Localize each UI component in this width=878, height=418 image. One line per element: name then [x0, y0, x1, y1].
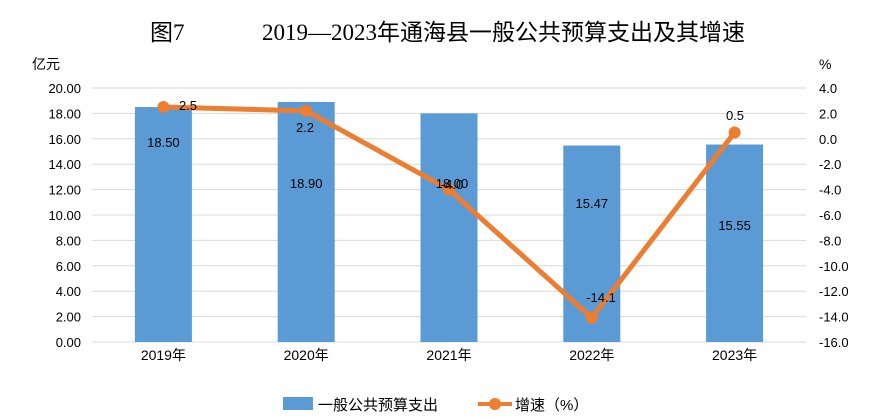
line-marker	[728, 126, 741, 139]
left-axis-tick-label: 12.00	[48, 183, 81, 198]
legend-bar-label: 一般公共预算支出	[318, 397, 439, 414]
left-axis-tick-label: 8.00	[56, 233, 81, 248]
left-axis-unit-label: 亿元	[32, 56, 60, 72]
bar-data-label: 18.50	[147, 135, 180, 150]
x-axis-category-label: 2020年	[284, 347, 329, 363]
bar-data-label: 18.00	[436, 176, 469, 191]
right-axis-tick-label: -4.0	[819, 183, 841, 198]
line-marker	[585, 311, 598, 324]
bar-data-label: 15.55	[718, 218, 751, 233]
right-axis-tick-label: -2.0	[819, 157, 841, 172]
bar-2022年	[563, 145, 621, 342]
bar-data-label: 18.90	[290, 176, 323, 191]
line-data-label: 0.5	[726, 108, 744, 123]
bar-2019年	[134, 107, 192, 342]
bar-2020年	[277, 101, 335, 342]
left-axis-tick-label: 14.00	[48, 157, 81, 172]
legend-bar-swatch	[283, 397, 313, 410]
right-axis-tick-label: -6.0	[819, 208, 841, 223]
right-axis-tick-label: -14.0	[819, 310, 849, 325]
bar-2023年	[706, 144, 764, 342]
line-marker	[157, 101, 170, 114]
right-axis-tick-label: 4.0	[819, 81, 837, 96]
right-axis-tick-label: -12.0	[819, 284, 849, 299]
x-axis-category-label: 2023年	[712, 347, 757, 363]
right-axis-unit-label: %	[819, 56, 832, 72]
left-axis-tick-label: 10.00	[48, 208, 81, 223]
legend-line-marker-icon	[489, 398, 501, 410]
line-data-label: 2.2	[296, 120, 314, 135]
x-axis-category-label: 2021年	[426, 347, 471, 363]
right-axis-tick-label: 2.0	[819, 106, 837, 121]
left-axis-tick-label: 0.00	[56, 335, 81, 350]
x-axis-category-label: 2019年	[141, 347, 186, 363]
left-axis-tick-label: 18.00	[48, 106, 81, 121]
line-data-label: 2.5	[179, 98, 197, 113]
chart-title: 2019—2023年通海县一般公共预算支出及其增速	[262, 20, 745, 45]
bar-data-label: 15.47	[576, 196, 609, 211]
line-data-label: -14.1	[586, 290, 616, 305]
line-data-label: -4.0	[441, 177, 463, 192]
left-axis-tick-label: 2.00	[56, 310, 81, 325]
line-marker	[443, 183, 455, 196]
left-axis-tick-label: 20.00	[48, 81, 81, 96]
right-axis-tick-label: -16.0	[819, 335, 849, 350]
left-axis-tick-label: 4.00	[56, 284, 81, 299]
line-marker	[300, 104, 313, 117]
right-axis-tick-label: 0.0	[819, 132, 837, 147]
bar-2021年	[420, 113, 478, 343]
right-axis-tick-label: -10.0	[819, 259, 849, 274]
right-axis-tick-label: -8.0	[819, 233, 841, 248]
legend-line-label: 增速（%）	[515, 397, 589, 414]
left-axis-tick-label: 6.00	[56, 259, 81, 274]
left-axis-tick-label: 16.00	[48, 132, 81, 147]
x-axis-category-label: 2022年	[569, 347, 614, 363]
figure-number: 图7	[150, 20, 185, 45]
